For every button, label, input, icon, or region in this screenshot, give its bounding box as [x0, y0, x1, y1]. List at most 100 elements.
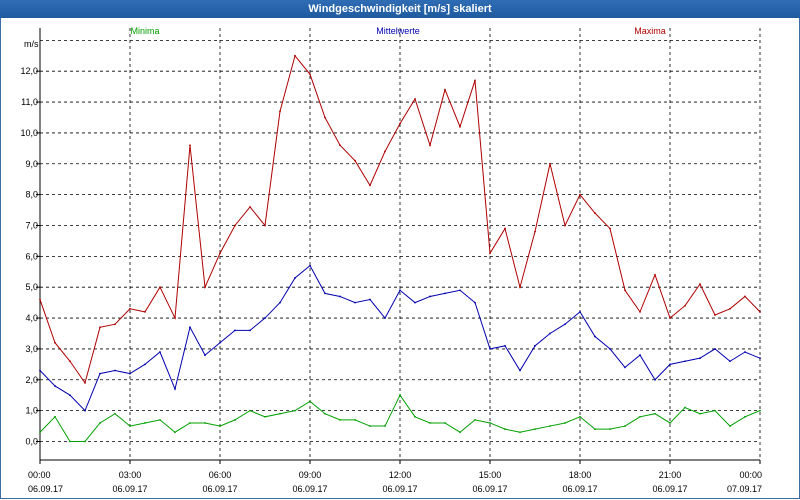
data-point-maxima: [159, 286, 161, 289]
data-point-maxima: [519, 286, 521, 289]
data-point-maxima: [669, 317, 671, 319]
x-tick-date: 06.09.17: [292, 484, 327, 494]
legend-entry-mittelwerte: Mittelwerte: [376, 26, 420, 36]
data-point-maxima: [729, 307, 731, 310]
data-point-minima: [669, 422, 671, 424]
x-tick-date: 06.09.17: [562, 484, 597, 494]
y-tick-label: 10,0: [20, 128, 38, 138]
data-point-mittelwerte: [219, 341, 221, 344]
data-point-mittelwerte: [84, 409, 86, 412]
data-point-minima: [504, 428, 506, 431]
data-point-minima: [339, 418, 341, 421]
x-tick-date: 06.09.17: [202, 484, 237, 494]
data-point-mittelwerte: [159, 351, 161, 353]
data-point-minima: [39, 431, 41, 434]
data-point-minima: [549, 425, 551, 427]
data-point-maxima: [129, 307, 131, 310]
data-point-minima: [684, 406, 686, 409]
data-point-maxima: [99, 326, 101, 329]
data-point-mittelwerte: [684, 360, 686, 363]
x-tick-time: 12:00: [389, 470, 412, 480]
data-point-minima: [204, 422, 206, 424]
y-tick-label: 4,0: [25, 313, 38, 323]
y-tick-label: 2,0: [25, 375, 38, 385]
data-point-minima: [144, 422, 146, 424]
data-point-maxima: [369, 184, 371, 187]
x-tick-date: 06.09.17: [382, 484, 417, 494]
data-point-mittelwerte: [534, 344, 536, 347]
data-point-maxima: [219, 252, 221, 255]
data-point-maxima: [234, 224, 236, 227]
data-point-minima: [654, 412, 656, 415]
data-point-minima: [759, 409, 761, 412]
data-point-minima: [324, 412, 326, 415]
x-tick-date: 06.09.17: [472, 484, 507, 494]
x-tick-time: 03:00: [119, 470, 142, 480]
data-point-maxima: [84, 381, 86, 384]
data-point-maxima: [324, 116, 326, 119]
data-point-mittelwerte: [39, 369, 41, 372]
data-point-minima: [489, 422, 491, 424]
data-point-mittelwerte: [474, 301, 476, 304]
data-point-maxima: [744, 295, 746, 298]
data-point-mittelwerte: [624, 366, 626, 369]
data-point-maxima: [639, 310, 641, 313]
data-point-mittelwerte: [249, 329, 251, 332]
y-tick-label: 12,0: [20, 66, 38, 76]
data-point-mittelwerte: [54, 385, 56, 387]
data-point-maxima: [174, 317, 176, 319]
x-tick-time: 00:00: [28, 470, 51, 480]
data-point-minima: [624, 425, 626, 427]
data-point-maxima: [279, 110, 281, 113]
y-tick-label: 3,0: [25, 344, 38, 354]
data-point-maxima: [399, 122, 401, 125]
data-point-maxima: [459, 125, 461, 128]
data-point-maxima: [759, 310, 761, 313]
data-point-maxima: [204, 286, 206, 289]
x-tick-time: 21:00: [659, 470, 682, 480]
data-point-minima: [99, 422, 101, 424]
data-point-minima: [639, 415, 641, 418]
data-point-minima: [159, 418, 161, 421]
data-point-mittelwerte: [129, 372, 131, 375]
data-point-mittelwerte: [429, 295, 431, 298]
y-tick-label: 5,0: [25, 282, 38, 292]
data-point-minima: [714, 409, 716, 412]
data-point-mittelwerte: [609, 348, 611, 350]
data-point-maxima: [534, 230, 536, 233]
data-point-maxima: [249, 206, 251, 208]
data-point-mittelwerte: [654, 378, 656, 381]
y-tick-label: 6,0: [25, 251, 38, 261]
data-point-maxima: [624, 289, 626, 292]
data-point-minima: [579, 415, 581, 418]
data-point-mittelwerte: [369, 298, 371, 301]
data-point-maxima: [654, 273, 656, 276]
data-point-mittelwerte: [759, 357, 761, 360]
data-point-mittelwerte: [669, 363, 671, 366]
x-tick-time: 00:00: [739, 470, 762, 480]
data-point-maxima: [114, 323, 116, 326]
data-point-minima: [279, 412, 281, 415]
data-point-mittelwerte: [594, 335, 596, 338]
data-point-mittelwerte: [729, 360, 731, 363]
data-point-mittelwerte: [99, 372, 101, 375]
data-point-maxima: [384, 150, 386, 153]
data-point-maxima: [54, 341, 56, 344]
data-point-minima: [249, 409, 251, 412]
data-point-minima: [234, 418, 236, 421]
data-point-maxima: [549, 162, 551, 165]
data-point-maxima: [444, 88, 446, 91]
x-tick-time: 06:00: [209, 470, 232, 480]
data-point-minima: [429, 422, 431, 424]
y-axis-unit: m/s: [24, 39, 39, 49]
data-point-mittelwerte: [699, 357, 701, 360]
data-point-mittelwerte: [234, 329, 236, 332]
data-point-minima: [414, 415, 416, 418]
legend-entry-minima: Minima: [130, 26, 159, 36]
data-point-maxima: [609, 227, 611, 230]
legend-entry-maxima: Maxima: [634, 26, 666, 36]
data-point-maxima: [69, 360, 71, 363]
chart-title: Windgeschwindigkeit [m/s] skaliert: [0, 0, 800, 18]
data-point-mittelwerte: [324, 292, 326, 295]
